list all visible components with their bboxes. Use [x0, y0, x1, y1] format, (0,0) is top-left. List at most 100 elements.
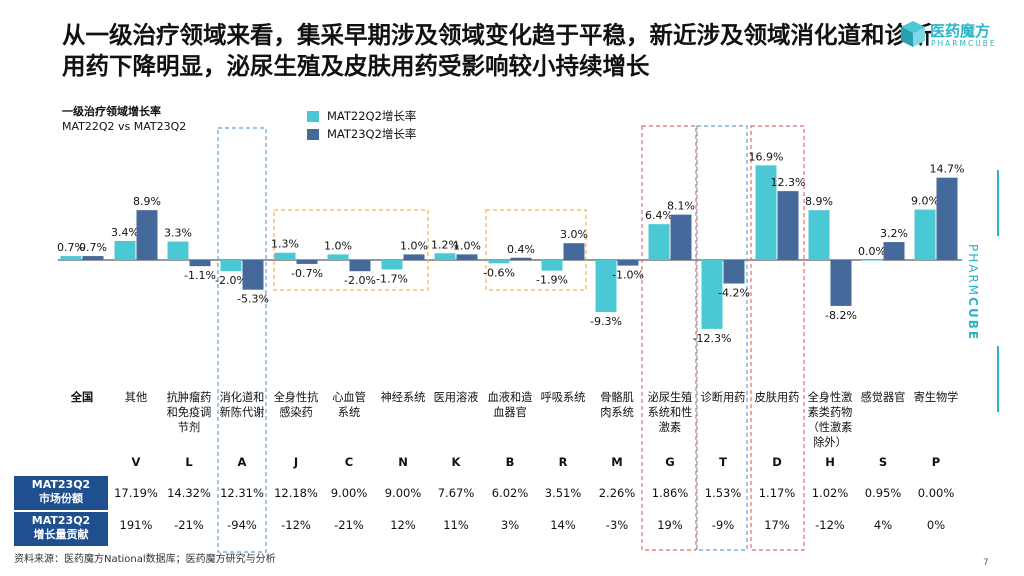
category-label-national: 全国 [70, 391, 94, 404]
category-label-R: 呼吸系统 [540, 391, 586, 404]
bar-series2-P [936, 177, 958, 260]
side-divider-top [997, 170, 999, 236]
data-label-series2-N: 1.0% [400, 239, 428, 252]
category-label-N: 神经系统 [380, 391, 426, 404]
data-label-series1-S: 0.0% [858, 245, 886, 258]
growth-contribution-M: -3% [605, 518, 629, 532]
bar-series1- [60, 256, 82, 260]
market-share-R: 3.51% [544, 486, 582, 500]
data-label-series1-L: 3.3% [164, 227, 192, 240]
bar-series1-K [434, 253, 456, 260]
market-share-P: 0.00% [917, 486, 955, 500]
bar-series2- [82, 256, 104, 260]
data-label-series2-T: -4.2% [718, 287, 750, 300]
category-code-S: S [878, 455, 888, 469]
market-share-L: 14.32% [167, 486, 211, 500]
chart-legend: MAT22Q2增长率 MAT23Q2增长率 [307, 107, 416, 143]
data-label-series1-D: 16.9% [749, 150, 784, 163]
data-label-series1-: 0.7% [57, 241, 85, 254]
data-label-series1-K: 1.2% [431, 238, 459, 251]
category-code-N: N [398, 455, 408, 469]
growth-contribution-J: -12% [281, 518, 311, 532]
category-label-J: 全身性抗 感染药 [273, 391, 319, 419]
market-share-B: 6.02% [491, 486, 529, 500]
market-share-D: 1.17% [758, 486, 796, 500]
market-share-A: 12.31% [220, 486, 264, 500]
bar-series1-G [648, 224, 670, 260]
category-code-A: A [237, 455, 247, 469]
data-label-series2-A: -5.3% [237, 293, 269, 306]
data-label-series1-J: 1.3% [271, 238, 299, 251]
data-label-series2-L: -1.1% [184, 269, 216, 282]
growth-contribution-V: 191% [119, 518, 153, 532]
source-note: 资料来源：医药魔方National数据库；医药魔方研究与分析 [14, 554, 276, 565]
data-label-series1-B: -0.6% [483, 266, 515, 279]
data-label-series1-R: -1.9% [536, 274, 568, 287]
bar-series1-N [381, 260, 403, 270]
data-label-series2-M: -1.0% [612, 269, 644, 282]
chart-subtitle: MAT22Q2 vs MAT23Q2 [62, 120, 187, 133]
bar-series1-J [274, 252, 296, 260]
category-code-H: H [825, 455, 835, 469]
row-header-growth-contribution: MAT23Q2 增长量贡献 [14, 512, 108, 546]
growth-contribution-B: 3% [500, 518, 520, 532]
market-share-J: 12.18% [274, 486, 318, 500]
category-code-V: V [131, 455, 141, 469]
data-label-series1-V: 3.4% [111, 226, 139, 239]
data-label-series2-V: 8.9% [133, 195, 161, 208]
bar-series2-D [777, 191, 799, 260]
side-divider-bottom [997, 346, 999, 412]
bar-series1-M [595, 260, 617, 313]
data-label-series2-J: -0.7% [291, 267, 323, 280]
category-label-L: 抗肿瘤药 和免疫调 节剂 [166, 391, 212, 434]
market-share-C: 9.00% [330, 486, 368, 500]
category-code-D: D [772, 455, 782, 469]
legend-swatch-series1 [307, 111, 319, 122]
bar-series1-L [167, 241, 189, 260]
category-label-H: 全身性激 素类药物 （性激素 除外） [807, 391, 853, 449]
highlight-box-diagnostic [696, 125, 748, 551]
growth-contribution-S: 4% [873, 518, 893, 532]
legend-item-series2: MAT23Q2增长率 [307, 125, 416, 143]
category-code-P: P [931, 455, 941, 469]
bar-series2-K [456, 254, 478, 260]
market-share-K: 7.67% [437, 486, 475, 500]
page-title: 从一级治疗领域来看，集采早期涉及领域变化趋于平稳，新近涉及领域消化道和诊断用药下… [62, 21, 932, 80]
brand-logo: 医药魔方 PHARMCUBE [900, 18, 1018, 54]
legend-label-series1: MAT22Q2增长率 [327, 109, 417, 123]
data-label-series1-G: 6.4% [645, 209, 673, 222]
bar-series2-L [189, 260, 211, 267]
data-label-series2-B: 0.4% [507, 243, 535, 256]
category-label-M: 骨骼肌 肉系统 [600, 391, 634, 419]
data-label-series2-: 0.7% [79, 241, 107, 254]
bar-series1-R [541, 260, 563, 271]
market-share-S: 0.95% [864, 486, 902, 500]
bar-series1-V [114, 240, 136, 260]
growth-contribution-L: -21% [174, 518, 204, 532]
logo-name: 医药魔方 [930, 22, 991, 40]
category-label-K: 医用溶液 [433, 391, 479, 404]
data-label-series2-K: 1.0% [453, 239, 481, 252]
category-label-D: 皮肤用药 [754, 391, 800, 404]
bar-series2-R [563, 243, 585, 260]
bar-series2-H [830, 260, 852, 306]
legend-label-series2: MAT23Q2增长率 [327, 127, 417, 141]
bar-series2-C [349, 260, 371, 272]
bar-series2-G [670, 214, 692, 260]
highlight-box-early-vbp-1 [273, 209, 429, 291]
data-label-series1-P: 9.0% [911, 195, 939, 208]
growth-contribution-T: -9% [711, 518, 735, 532]
row-header-market-share-l1: MAT23Q2 [31, 478, 91, 491]
row-header-growth-l2: 增长量贡献 [33, 528, 89, 541]
market-share-T: 1.53% [704, 486, 742, 500]
market-share-M: 2.26% [598, 486, 636, 500]
data-label-series2-C: -2.0% [344, 274, 376, 287]
category-code-J: J [293, 455, 299, 469]
bar-series1-C [327, 254, 349, 260]
bar-series1-H [808, 210, 830, 260]
row-header-market-share-l2: 市场份额 [39, 492, 83, 505]
bar-series2-B [510, 257, 532, 260]
data-label-series2-H: -8.2% [825, 309, 857, 322]
bar-series1-S [861, 260, 883, 261]
bar-series1-T [701, 260, 723, 329]
